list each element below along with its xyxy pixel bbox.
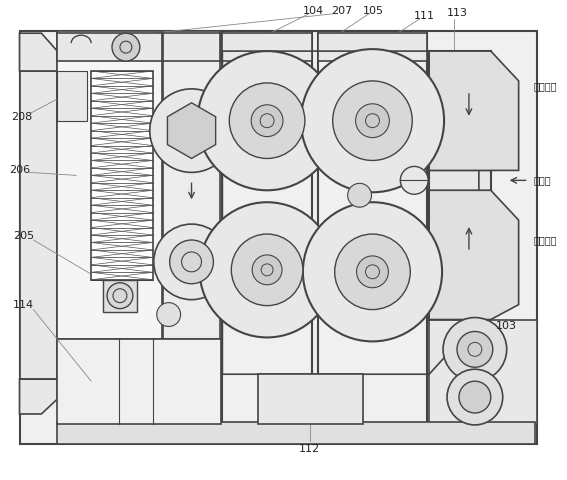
Bar — [163, 33, 221, 61]
Bar — [91, 71, 153, 280]
Text: 向上运动: 向上运动 — [534, 235, 557, 245]
Bar — [258, 374, 362, 424]
Circle shape — [229, 83, 305, 158]
Bar — [57, 71, 87, 120]
Polygon shape — [167, 103, 215, 158]
Text: 207: 207 — [331, 6, 352, 16]
Text: 114: 114 — [13, 300, 34, 310]
Text: 111: 111 — [414, 12, 435, 21]
Circle shape — [251, 105, 283, 137]
Text: 105: 105 — [363, 6, 384, 16]
Circle shape — [112, 33, 140, 61]
Circle shape — [301, 49, 444, 192]
Bar — [57, 33, 162, 61]
Circle shape — [457, 332, 493, 367]
Circle shape — [107, 283, 133, 309]
Bar — [163, 31, 221, 339]
Circle shape — [156, 302, 181, 326]
Circle shape — [400, 167, 428, 194]
Circle shape — [154, 224, 229, 300]
Circle shape — [303, 202, 442, 341]
Polygon shape — [19, 379, 57, 414]
Circle shape — [200, 202, 335, 337]
Text: 112: 112 — [299, 444, 320, 454]
Text: 208: 208 — [11, 112, 32, 122]
Circle shape — [231, 234, 303, 306]
Bar — [57, 31, 162, 339]
Bar — [429, 320, 536, 424]
Circle shape — [252, 255, 282, 285]
Bar — [429, 51, 491, 320]
Bar — [318, 31, 427, 424]
Bar — [318, 33, 427, 61]
Text: 檔形口: 檔形口 — [534, 175, 551, 185]
Polygon shape — [429, 51, 519, 170]
Circle shape — [197, 51, 337, 190]
Bar — [57, 422, 535, 444]
Text: 103: 103 — [496, 321, 517, 331]
Circle shape — [348, 183, 371, 207]
Polygon shape — [19, 33, 57, 71]
Circle shape — [459, 381, 491, 413]
Bar — [57, 339, 221, 424]
Text: 104: 104 — [303, 6, 324, 16]
Bar — [222, 33, 312, 61]
Bar — [19, 31, 536, 444]
Text: 206: 206 — [9, 166, 30, 175]
Text: 113: 113 — [446, 8, 467, 18]
Bar — [19, 71, 57, 379]
Circle shape — [170, 240, 213, 284]
Bar — [103, 280, 137, 312]
Circle shape — [443, 318, 507, 381]
Bar — [222, 31, 312, 424]
Text: 205: 205 — [13, 231, 34, 241]
Circle shape — [335, 234, 411, 310]
Circle shape — [447, 369, 503, 425]
Polygon shape — [429, 190, 519, 320]
Circle shape — [150, 89, 233, 172]
Circle shape — [333, 81, 412, 160]
Text: 向下运动: 向下运动 — [534, 81, 557, 91]
Circle shape — [356, 104, 390, 138]
Circle shape — [357, 256, 388, 288]
